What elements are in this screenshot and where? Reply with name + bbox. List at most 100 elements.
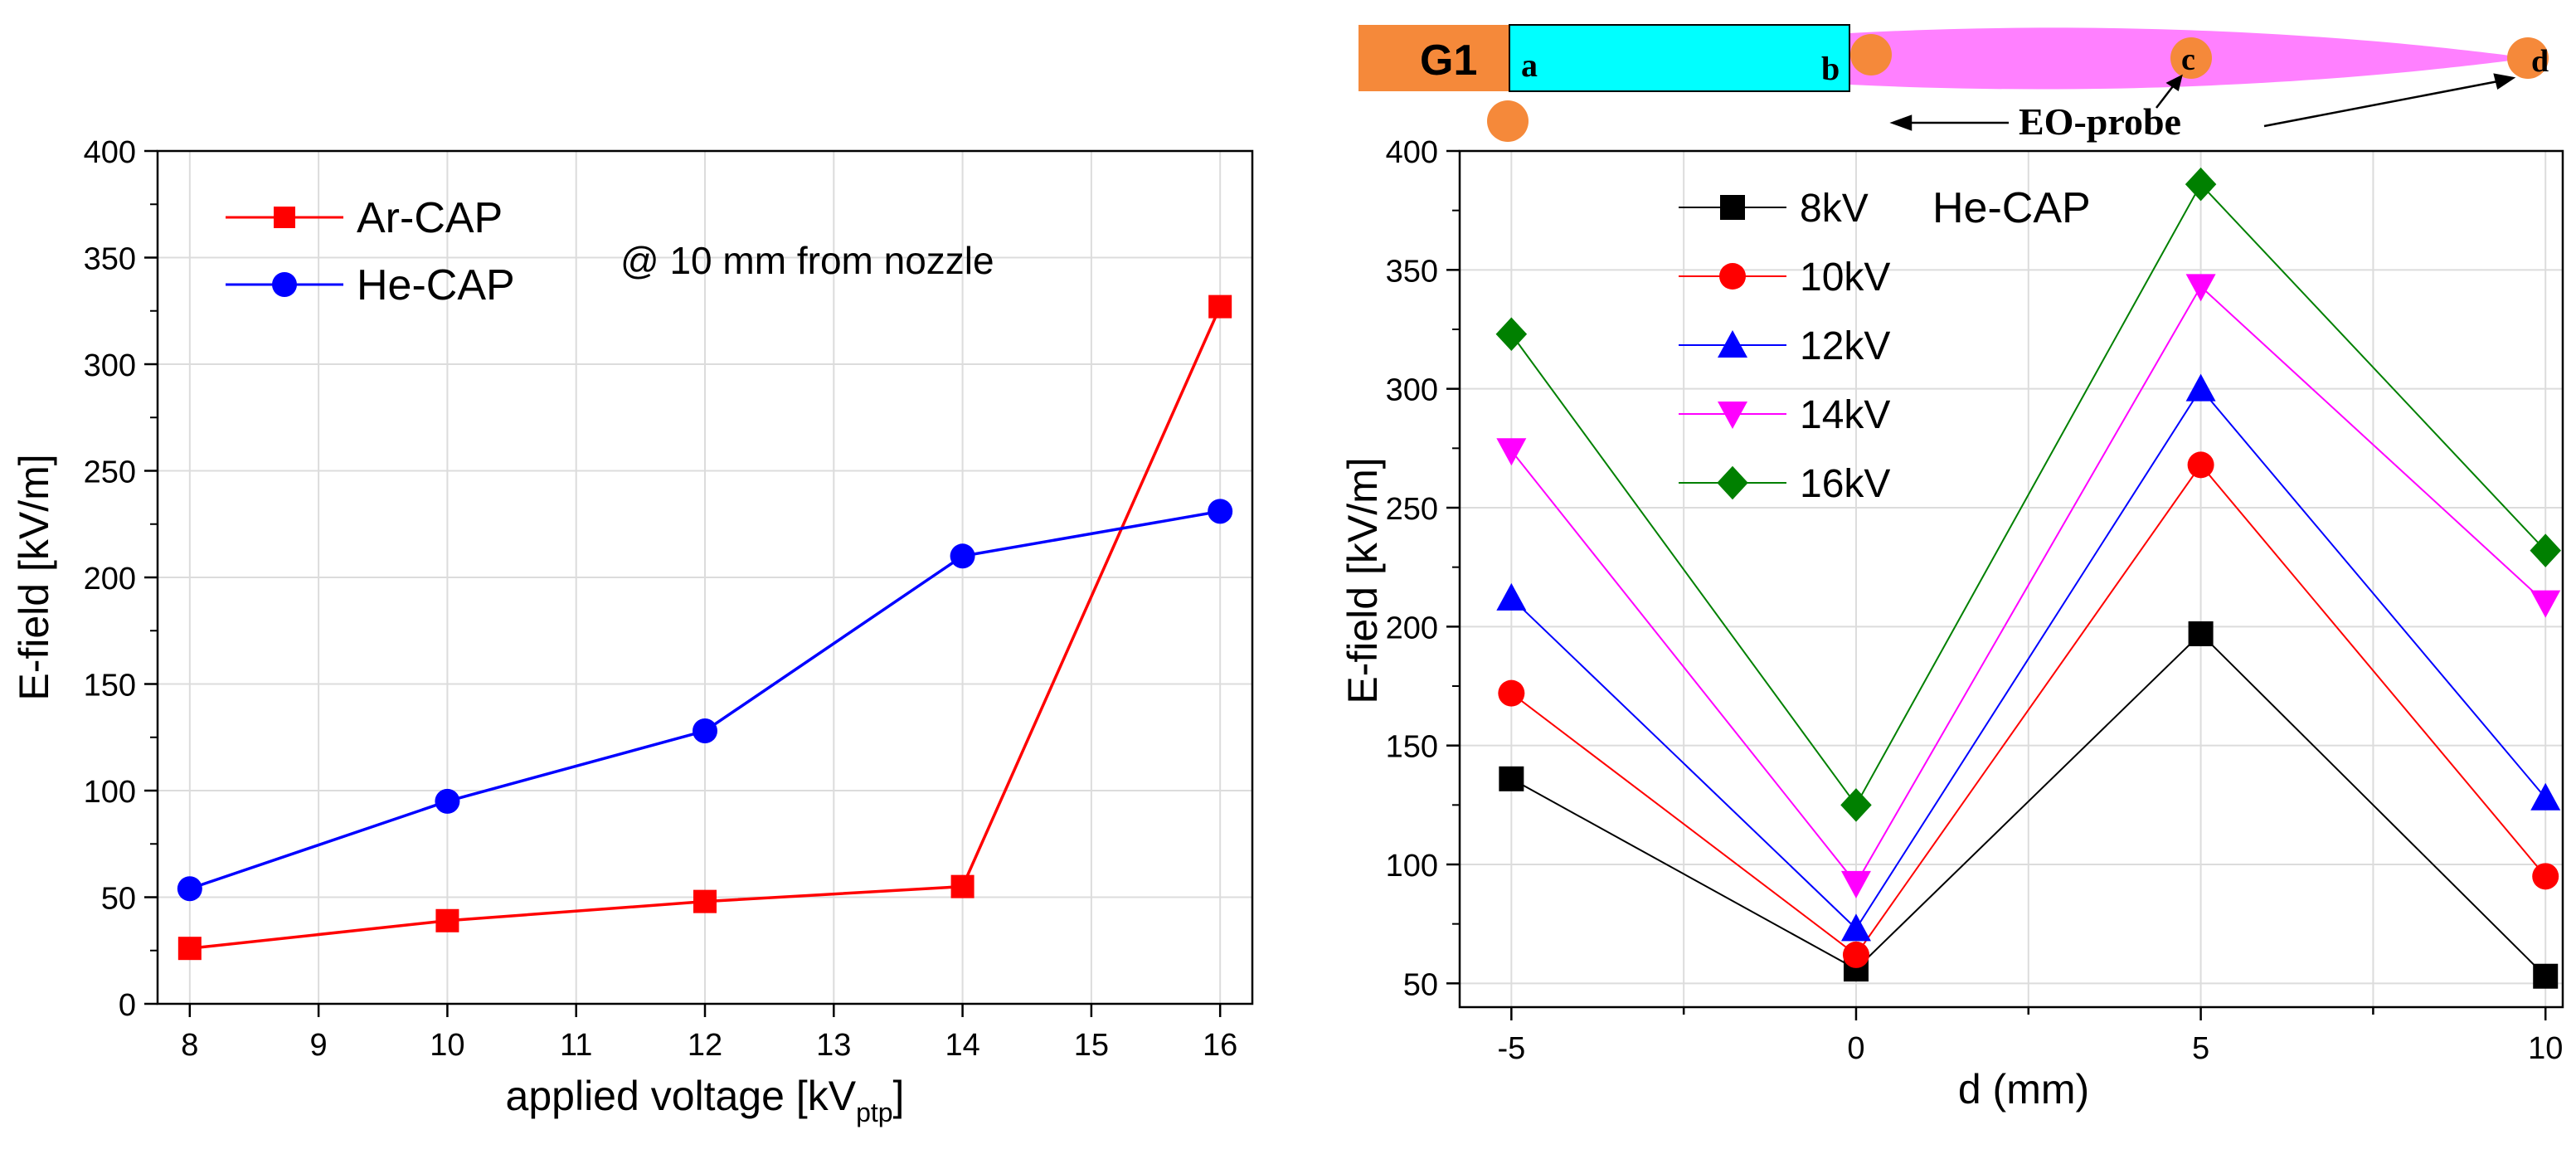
- left-chart-xlabel: applied voltage [kVptp]: [506, 1073, 905, 1127]
- point-16kv: [2185, 167, 2217, 202]
- point-12kv: [1496, 582, 1527, 611]
- left-chart-legend: Ar-CAP He-CAP: [226, 194, 515, 309]
- left-chart-ylabel: E-field [kV/m]: [11, 454, 57, 700]
- point-ar-cap: [1208, 295, 1232, 319]
- series-line-16kv: [1510, 183, 2546, 807]
- point-he-cap: [435, 788, 460, 814]
- probe-position-c: [2170, 37, 2212, 79]
- right-chart-title: He-CAP: [1932, 184, 2091, 232]
- x-tick-label: 14: [945, 1028, 979, 1063]
- x-tick-label: 12: [688, 1028, 722, 1063]
- probe-position-b: [1850, 34, 1892, 75]
- y-tick-label: 250: [84, 455, 136, 490]
- right-chart-series: [1495, 167, 2561, 989]
- series-line-8kv: [1510, 632, 2546, 977]
- y-tick-label: 350: [1386, 254, 1438, 289]
- x-tick-label: -5: [1497, 1031, 1525, 1066]
- point-label-d: d: [2531, 44, 2549, 79]
- legend-label-12kv: 12kV: [1800, 324, 1890, 368]
- point-16kv: [1840, 788, 1872, 822]
- legend-marker-14kv: [1718, 402, 1747, 429]
- y-tick-label: 0: [119, 988, 136, 1023]
- point-label-c: c: [2181, 42, 2195, 77]
- right-chart-xlabel: d (mm): [1958, 1066, 2089, 1112]
- point-8kv: [2188, 621, 2214, 646]
- point-10kv: [2532, 863, 2559, 890]
- probe-arrow-right: [2263, 80, 2499, 128]
- y-tick-label: 50: [1403, 967, 1438, 1002]
- point-label-b: b: [1821, 50, 1840, 87]
- legend-label-he-cap: He-CAP: [357, 261, 515, 309]
- point-12kv: [2185, 373, 2216, 402]
- probe-arrow-right-head: [2493, 73, 2516, 90]
- y-tick-label: 400: [1386, 135, 1438, 170]
- y-tick-label: 300: [84, 348, 136, 383]
- probe-label: EO-probe: [2019, 100, 2181, 143]
- legend-marker-ar-cap: [274, 207, 295, 228]
- x-tick-label: 9: [310, 1028, 328, 1063]
- x-tick-label: 0: [1847, 1031, 1864, 1066]
- left-chart-xlabel-sub: ptp: [856, 1098, 892, 1127]
- x-tick-label: 8: [181, 1028, 198, 1063]
- y-tick-label: 300: [1386, 373, 1438, 408]
- point-he-cap: [1208, 499, 1233, 524]
- legend-label-16kv: 16kV: [1800, 462, 1890, 506]
- left-chart: 8 9 10 11 12 13 14 15 16 0 50 100 150 200 250 300 350 400…: [11, 135, 1254, 1127]
- point-14kv: [2530, 590, 2561, 618]
- legend-marker-8kv: [1720, 195, 1745, 220]
- point-8kv: [2533, 963, 2559, 989]
- point-14kv: [1840, 870, 1871, 898]
- point-16kv: [1495, 317, 1528, 351]
- x-tick-label: 16: [1203, 1028, 1237, 1063]
- point-10kv: [2187, 451, 2214, 479]
- point-ar-cap: [693, 889, 717, 913]
- point-he-cap: [177, 876, 202, 902]
- point-he-cap: [950, 543, 975, 569]
- y-tick-label: 150: [84, 669, 136, 704]
- point-14kv: [2185, 274, 2216, 302]
- y-tick-label: 350: [84, 242, 136, 277]
- x-tick-label: 15: [1074, 1028, 1109, 1063]
- left-chart-ticks: 8 9 10 11 12 13 14 15 16 0 50 100 150 200 250 300 350 400: [84, 135, 1238, 1063]
- y-tick-label: 150: [1386, 730, 1438, 765]
- y-tick-label: 100: [1386, 849, 1438, 884]
- point-he-cap: [693, 718, 717, 744]
- legend-label-ar-cap: Ar-CAP: [357, 194, 503, 242]
- right-chart-plot-frame: [1458, 149, 2564, 1009]
- point-16kv: [2530, 533, 2561, 567]
- x-tick-label: 11: [560, 1028, 592, 1063]
- point-ar-cap: [435, 908, 459, 932]
- point-ar-cap: [177, 937, 202, 961]
- electrode-g1: [1358, 25, 1509, 91]
- right-chart-legend: 8kV 10kV 12kV 14kV 16kV: [1679, 187, 1890, 506]
- y-tick-label: 50: [101, 882, 136, 917]
- y-tick-label: 200: [84, 562, 136, 596]
- point-10kv: [1498, 679, 1525, 707]
- right-chart-grid: [1460, 150, 2563, 1007]
- point-12kv: [2530, 782, 2561, 811]
- series-line-12kv: [1510, 387, 2546, 930]
- left-chart-annotation: @ 10 mm from nozzle: [620, 239, 994, 282]
- probe-arrow-left-head: [1889, 114, 1913, 131]
- x-tick-label: 13: [816, 1028, 851, 1063]
- point-10kv: [1842, 941, 1869, 968]
- point-14kv: [1496, 438, 1527, 466]
- y-tick-label: 250: [1386, 492, 1438, 527]
- left-chart-series: [177, 295, 1233, 961]
- series-line-14kv: [1510, 285, 2546, 885]
- right-chart-ticks: -5 0 5 10 50 100 150 200 250 300 350 400: [1386, 135, 2564, 1066]
- probe-arrow-up: [2156, 85, 2174, 109]
- legend-label-14kv: 14kV: [1800, 393, 1890, 437]
- y-tick-label: 400: [84, 135, 136, 170]
- probe-arrow-up-head: [2165, 74, 2183, 92]
- x-tick-label: 10: [430, 1028, 464, 1063]
- probe-arrows: [1889, 73, 2516, 131]
- right-chart-ylabel: E-field [kV/m]: [1339, 457, 1386, 704]
- point-12kv: [1840, 913, 1871, 942]
- electrode-label: G1: [1420, 37, 1477, 85]
- probe-position-a: [1487, 100, 1529, 142]
- x-tick-label: 10: [2528, 1031, 2563, 1066]
- legend-marker-he-cap: [272, 272, 297, 297]
- legend-marker-12kv: [1718, 330, 1747, 358]
- series-line-10kv: [1510, 463, 2546, 957]
